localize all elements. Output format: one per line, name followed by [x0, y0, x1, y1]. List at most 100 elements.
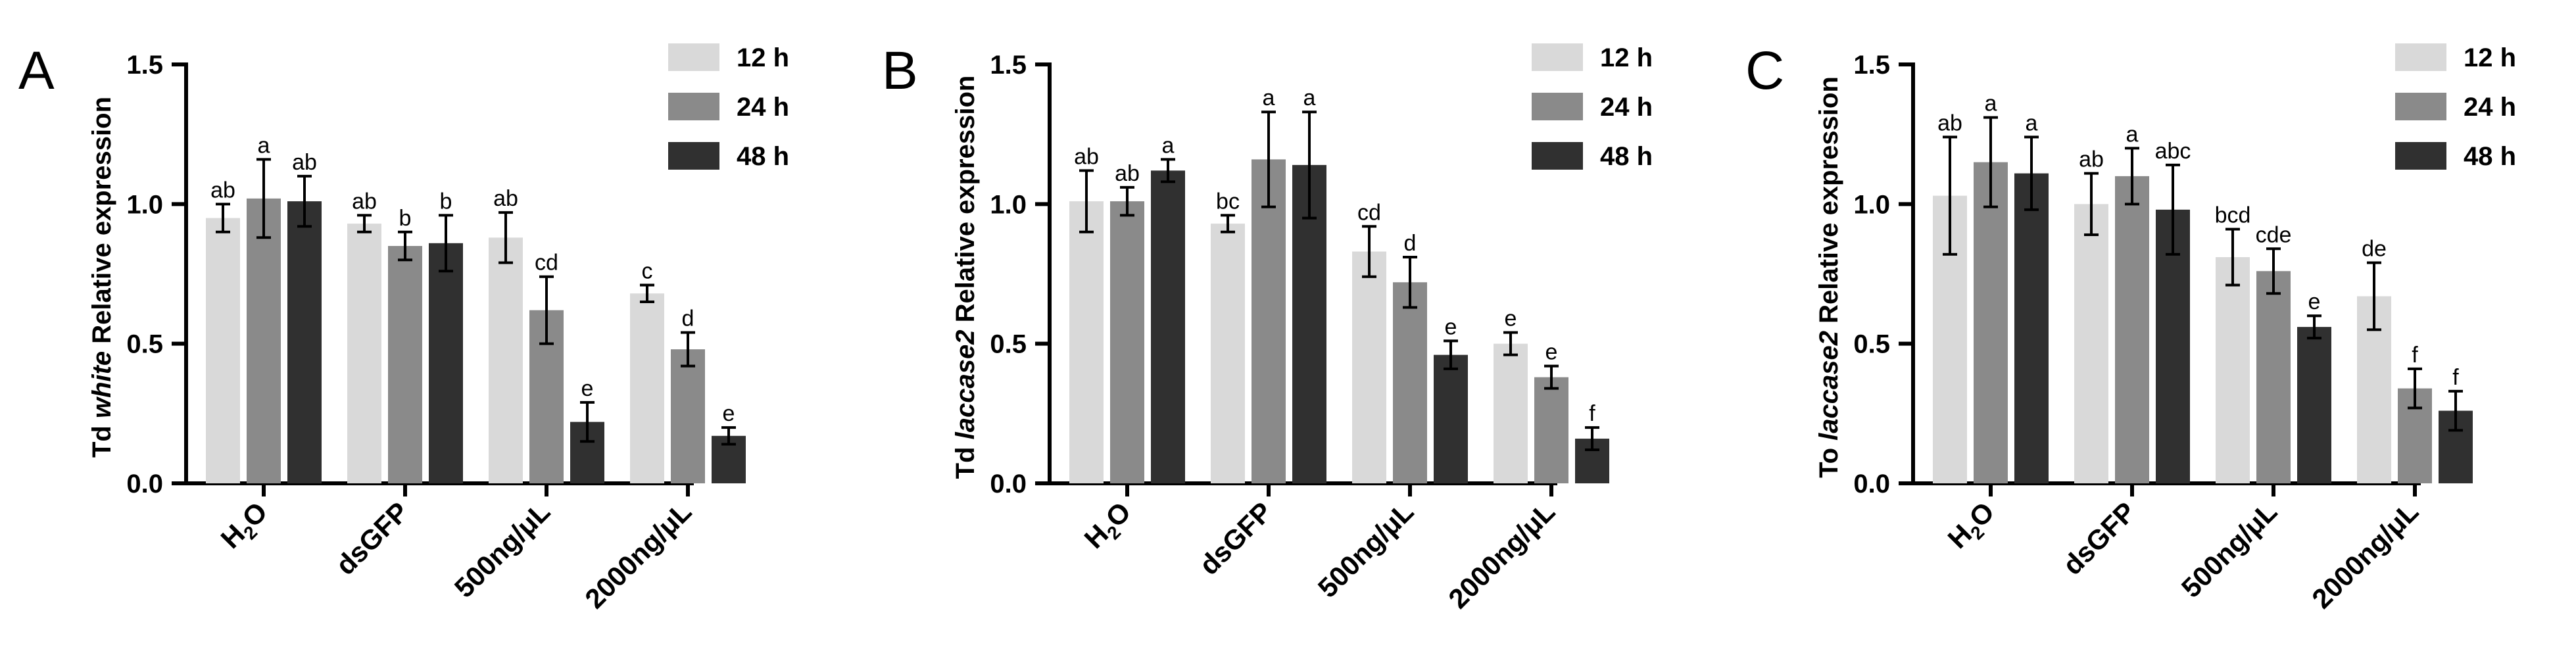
bar-12h-0: [206, 218, 240, 483]
y-tick-label: 1.5: [990, 51, 1027, 80]
y-axis-label-part: Relative expression: [951, 76, 980, 330]
y-tick-label: 0.0: [1853, 470, 1890, 498]
y-tick-label: 1.0: [1853, 190, 1890, 219]
category-label: H2O: [1079, 496, 1140, 558]
significance-label: bc: [1216, 189, 1240, 214]
significance-label: f: [2452, 365, 2459, 390]
significance-label: ab: [1074, 144, 1099, 169]
bar-12h-1: [1211, 224, 1245, 483]
bar-24h-2: [2256, 271, 2291, 483]
significance-label: e: [723, 401, 735, 426]
category-label: 2000ng/μL: [2306, 496, 2424, 614]
significance-label: a: [1985, 91, 1997, 116]
significance-label: cde: [2256, 222, 2292, 247]
y-axis-label: To laccase2 Relative expression: [1814, 76, 1843, 478]
significance-label: bcd: [2215, 203, 2251, 228]
legend-label: 48 h: [1600, 142, 1653, 171]
legend-swatch: [2395, 142, 2446, 170]
significance-label: a: [2026, 110, 2038, 135]
legend-swatch: [668, 142, 719, 170]
significance-label: e: [1445, 314, 1457, 339]
panel-letter: B: [882, 41, 918, 101]
significance-label: de: [2362, 237, 2387, 262]
legend-swatch: [1532, 142, 1583, 170]
significance-label: c: [642, 258, 653, 283]
category-label: dsGFP: [329, 496, 414, 581]
y-tick-label: 1.5: [1853, 51, 1890, 80]
panel-B: B Td laccase2 Relative expression 0.0 0.5 1.…: [882, 41, 1653, 614]
legend-label: 24 h: [1600, 93, 1653, 122]
significance-label: ab: [493, 186, 518, 211]
significance-label: d: [682, 306, 694, 331]
category-label: dsGFP: [2056, 496, 2141, 581]
bar-24h-1: [2115, 176, 2149, 483]
panel-A: A Td white Relative expression 0.0 0.5 1.0 1.…: [18, 41, 789, 614]
significance-label: ab: [210, 178, 235, 203]
significance-label: f: [2412, 343, 2418, 368]
bar-24h-3: [1534, 377, 1568, 483]
legend-label: 12 h: [737, 43, 789, 72]
significance-label: ab: [292, 150, 317, 175]
y-axis-label: Td white Relative expression: [87, 97, 116, 458]
significance-label: a: [1303, 85, 1316, 110]
legend-swatch: [2395, 93, 2446, 120]
bar-12h-1: [2074, 204, 2108, 483]
legend-label: 24 h: [737, 93, 789, 122]
y-tick-label: 0.5: [126, 330, 163, 359]
legend-swatch: [1532, 93, 1583, 120]
bar-24h-2: [1393, 282, 1427, 483]
significance-label: e: [2308, 289, 2321, 314]
legend-swatch: [1532, 43, 1583, 71]
bar-12h-3: [1494, 343, 1528, 483]
legend-label: 12 h: [2464, 43, 2516, 72]
bar-24h-1: [1252, 159, 1286, 484]
legend-swatch: [668, 93, 719, 120]
bar-24h-0: [247, 198, 281, 483]
y-tick-label: 0.0: [990, 470, 1027, 498]
category-label: 2000ng/μL: [1442, 496, 1561, 614]
panel-C: C To laccase2 Relative expression 0.0 0.5 1.…: [1745, 41, 2516, 614]
category-label: 500ng/μL: [1312, 496, 1420, 604]
significance-label: e: [581, 376, 594, 401]
bar-12h-3: [630, 293, 664, 483]
bar-24h-0: [1974, 162, 2008, 483]
y-tick-label: 0.0: [126, 470, 163, 498]
bar-12h-2: [2216, 257, 2250, 483]
category-label: dsGFP: [1193, 496, 1278, 581]
significance-label: e: [1505, 306, 1517, 331]
significance-label: ab: [1115, 161, 1140, 186]
y-tick-label: 0.5: [990, 330, 1027, 359]
significance-label: cd: [535, 251, 558, 276]
legend-label: 48 h: [2464, 142, 2516, 171]
significance-label: a: [2126, 122, 2139, 147]
category-label: 500ng/μL: [2175, 496, 2283, 604]
bar-24h-3: [671, 349, 705, 483]
y-axis-label-part: Td: [87, 418, 116, 458]
y-axis-label: Td laccase2 Relative expression: [951, 76, 980, 479]
bar-48h-2: [1434, 354, 1468, 483]
bar-48h-1: [429, 243, 463, 483]
legend-label: 12 h: [1600, 43, 1653, 72]
bar-24h-1: [388, 246, 422, 483]
y-axis-label-part: To: [1814, 441, 1843, 478]
significance-label: cd: [1357, 200, 1381, 225]
significance-label: d: [1404, 231, 1417, 256]
significance-label: a: [1162, 133, 1175, 158]
category-label: 500ng/μL: [449, 496, 556, 604]
y-axis-label-part: laccase2: [1814, 331, 1843, 441]
significance-label: e: [1545, 340, 1558, 365]
y-tick-label: 0.5: [1853, 330, 1890, 359]
bar-12h-2: [1352, 251, 1386, 483]
category-label: H2O: [215, 496, 277, 558]
significance-label: a: [1263, 85, 1275, 110]
significance-label: ab: [1937, 110, 1962, 135]
bar-12h-0: [1069, 201, 1104, 483]
y-axis-label-part: Td: [951, 439, 980, 479]
bar-12h-1: [347, 224, 381, 483]
y-tick-label: 1.0: [126, 190, 163, 219]
legend-label: 48 h: [737, 142, 789, 171]
y-tick-label: 1.5: [126, 51, 163, 80]
panel-letter: C: [1745, 41, 1784, 101]
y-axis-label-part: Relative expression: [1814, 76, 1843, 331]
